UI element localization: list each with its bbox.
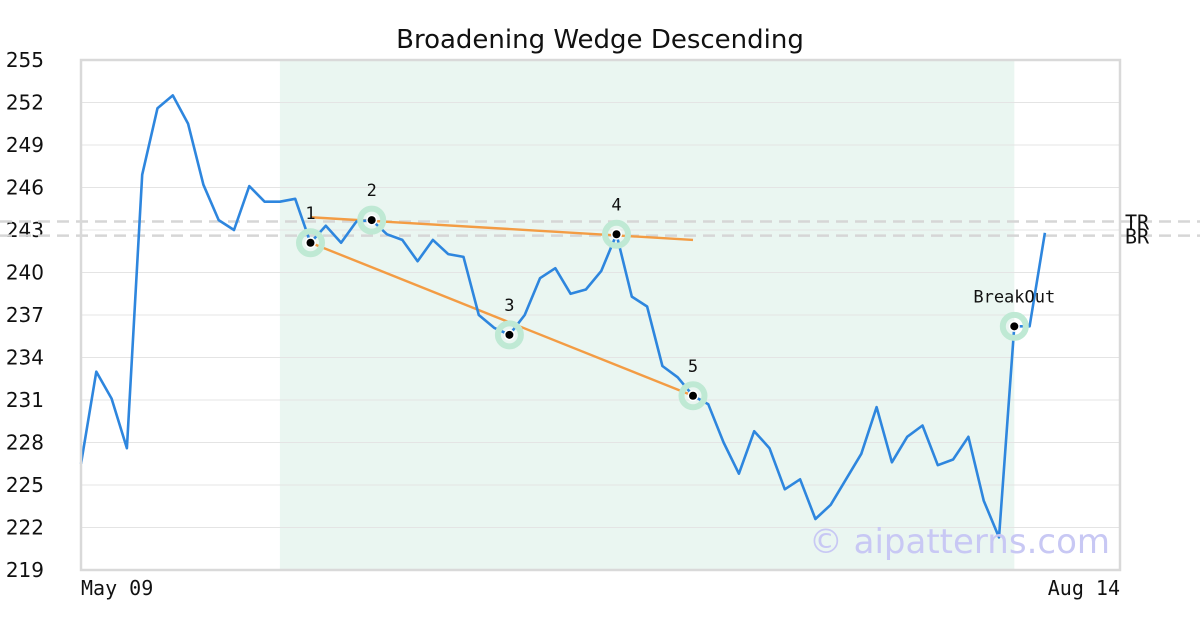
pattern-point [1010, 322, 1019, 331]
pattern-point-label: 5 [688, 357, 698, 377]
y-tick-label: 237 [6, 303, 44, 327]
pattern-point-halo [357, 205, 387, 235]
pattern-point [612, 230, 621, 239]
pattern-point-halo [296, 228, 325, 258]
y-tick-label: 255 [6, 48, 44, 72]
pattern-point [367, 216, 376, 225]
pattern-point-label: 3 [504, 296, 514, 316]
pattern-point-halo [602, 219, 631, 249]
pattern-point [306, 238, 315, 247]
pattern-point-halo [678, 381, 708, 411]
pattern-point-label: 2 [367, 181, 377, 201]
grid-lines [81, 59, 1120, 571]
plot-frame [79, 58, 1122, 572]
level-label: BR [1125, 225, 1150, 249]
y-tick-label: 252 [6, 91, 44, 115]
y-tick-label: 234 [6, 346, 44, 370]
y-tick-label: 222 [6, 516, 44, 540]
price-line [79, 94, 1047, 539]
y-tick-label: 219 [6, 558, 44, 582]
y-tick-label: 228 [6, 431, 44, 455]
x-tick-label: Aug 14 [1048, 576, 1120, 600]
pattern-point-label: BreakOut [973, 287, 1055, 307]
x-tick-label: May 09 [81, 576, 153, 600]
pattern-point-label: 1 [305, 204, 315, 224]
pattern-points: 1 2 3 4 5 BreakOut [296, 181, 1055, 411]
pattern-point-halo [494, 320, 524, 350]
pattern-point-label: 4 [611, 195, 621, 215]
pattern-point-halo [999, 311, 1029, 341]
y-tick-label: 246 [6, 176, 44, 200]
y-tick-label: 240 [6, 261, 44, 285]
x-axis-ticks: May 09 Aug 14 [81, 576, 1120, 600]
watermark: © aipatterns.com [809, 522, 1110, 562]
y-tick-label: 249 [6, 133, 44, 157]
pattern-point [505, 330, 514, 339]
chart-title: Broadening Wedge Descending [396, 25, 804, 55]
y-tick-label: 231 [6, 388, 44, 412]
trend-line [310, 241, 694, 397]
level-label: TR [1125, 211, 1150, 235]
y-tick-label: 225 [6, 473, 44, 497]
pattern-point [689, 391, 697, 400]
